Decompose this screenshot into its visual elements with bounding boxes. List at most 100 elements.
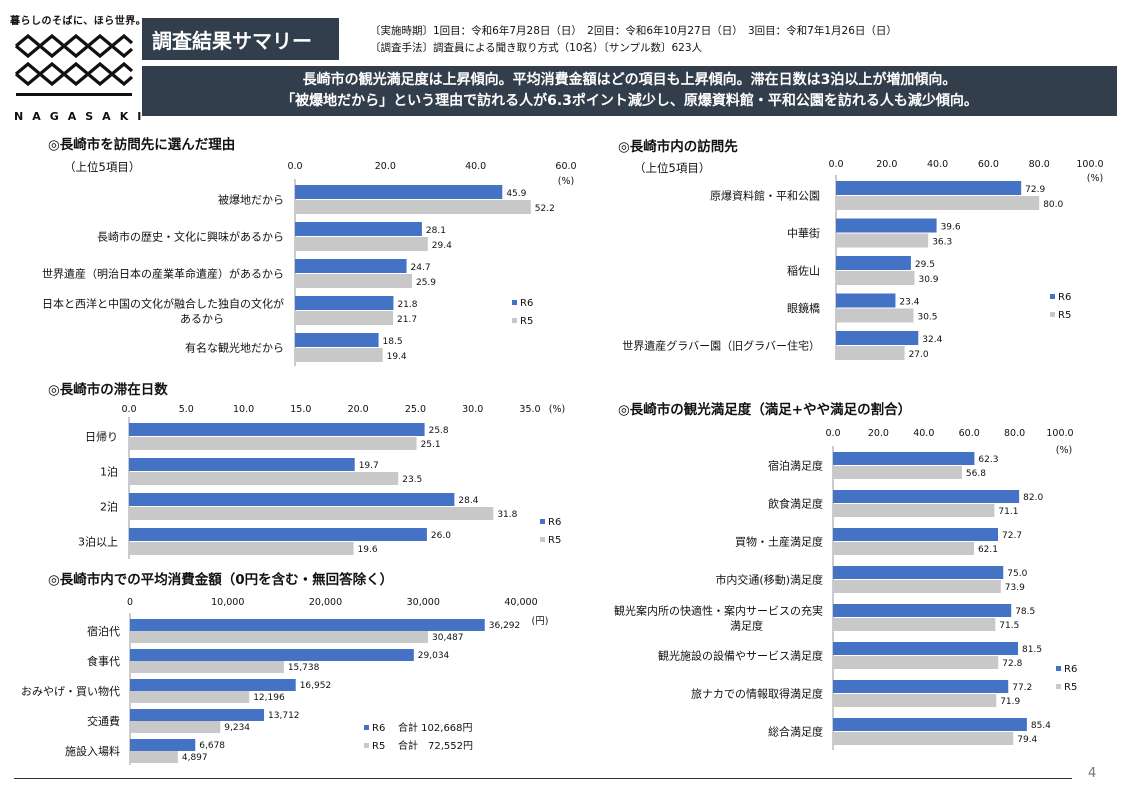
category-label: 宿泊満足度: [768, 459, 823, 473]
nagasaki-logo-icon: [14, 33, 134, 96]
r6-bar: [295, 259, 407, 273]
r6-value-label: 6,678: [199, 741, 225, 751]
category-label: 3泊以上: [78, 536, 118, 549]
r5-value-label: 79.4: [1017, 735, 1037, 745]
r5-bar: [833, 580, 1001, 593]
tick-label: 100.0: [1046, 428, 1073, 439]
destinations-subtitle: （上位5項目）: [634, 161, 711, 175]
category-label: 宿泊代: [87, 624, 120, 638]
legend-label-r5: R5: [520, 316, 533, 327]
r5-value-label: 71.5: [999, 621, 1019, 631]
r5-value-label: 29.4: [432, 241, 452, 251]
r6-value-label: 28.1: [426, 226, 446, 236]
r6-bar: [836, 331, 919, 345]
tick-label: 30.0: [462, 404, 483, 415]
legend-label-r5: R5: [372, 741, 385, 752]
r5-bar: [130, 751, 178, 763]
r5-bar: [833, 732, 1014, 745]
r6-value-label: 39.6: [941, 223, 961, 233]
r5-bar: [129, 542, 354, 555]
r6-value-label: 82.0: [1023, 493, 1043, 503]
r5-value-label: 27.0: [909, 350, 929, 360]
r5-value-label: 4,897: [182, 753, 208, 763]
summary-line-1: 長崎市の観光満足度は上昇傾向。平均消費金額はどの項目も上昇傾向。滞在日数は3泊以…: [302, 72, 957, 88]
category-label: 稲佐山: [787, 264, 820, 278]
tick-label: 25.0: [405, 404, 426, 415]
r5-bar: [130, 661, 284, 673]
r5-value-label: 15,738: [288, 663, 320, 673]
destinations-chart: 0.0 20.0 40.0 60.0 80.0 100.0 (%) 原爆資料館・平和公園 72.…: [622, 159, 1104, 360]
category-label: 長崎市の歴史・文化に興味があるから: [97, 230, 284, 244]
category-label: 飲食満足度: [768, 497, 823, 511]
category-label: 眼鏡橋: [787, 301, 820, 315]
footer-divider: [14, 778, 1072, 779]
category-label: 被爆地だから: [218, 193, 284, 207]
r6-bar: [295, 185, 503, 199]
r6-bar: [130, 709, 265, 721]
legend-label-r6: R6: [520, 298, 533, 309]
r6-value-label: 16,952: [300, 681, 332, 691]
category-label: 有名な観光地だから: [185, 341, 284, 355]
tick-label: 40.0: [913, 428, 934, 439]
r6-bar: [129, 528, 427, 541]
r5-bar: [130, 721, 221, 733]
r5-bar: [836, 346, 905, 360]
r6-value-label: 32.4: [922, 335, 942, 345]
category-label: 世界遺産（明治日本の産業革命遺産）があるから: [42, 267, 284, 281]
r6-bar: [129, 458, 355, 471]
category-label: おみやげ・買い物代: [21, 684, 120, 698]
unit-label: (%): [558, 176, 574, 187]
category-label: 世界遺産グラバー園（旧グラバー住宅）: [622, 339, 820, 353]
category-label-line: 日本と西洋と中国の文化が融合した独自の文化が: [42, 297, 284, 311]
category-label: 施設入場料: [65, 744, 120, 758]
r5-bar: [833, 618, 996, 631]
tick-label: 40,000: [504, 597, 537, 608]
tick-label: 0.0: [287, 161, 302, 172]
r6-value-label: 25.8: [429, 426, 449, 436]
r6-value-label: 77.2: [1012, 683, 1032, 693]
r6-value-label: 24.7: [411, 263, 431, 273]
tick-label: 20.0: [868, 428, 889, 439]
r6-bar: [833, 680, 1009, 693]
legend-swatch-r6: [540, 519, 545, 524]
stay-title: ◎長崎市の滞在日数: [48, 382, 168, 398]
tick-label: 80.0: [1029, 159, 1050, 170]
r5-bar: [833, 542, 974, 555]
reasons-subtitle: （上位5項目）: [64, 160, 141, 174]
r5-value-label: 12,196: [253, 693, 285, 703]
r6-value-label: 78.5: [1015, 607, 1035, 617]
tick-label: 80.0: [1004, 428, 1025, 439]
r5-value-label: 31.8: [497, 510, 517, 520]
tick-label: 30,000: [407, 597, 440, 608]
legend-swatch-r6: [512, 300, 517, 305]
r5-value-label: 30,487: [432, 633, 464, 643]
brand-tagline: 暮らしのそばに、ほら世界。: [10, 16, 147, 27]
r6-value-label: 29.5: [915, 260, 935, 270]
destinations-title: ◎長崎市内の訪問先: [618, 139, 738, 155]
r5-value-label: 21.7: [397, 315, 417, 325]
r5-bar: [833, 694, 997, 707]
r5-value-label: 19.4: [387, 352, 407, 362]
r5-value-label: 9,234: [224, 723, 250, 733]
r5-bar: [836, 271, 915, 285]
tick-label: 20.0: [375, 161, 396, 172]
r6-bar: [833, 490, 1020, 503]
summary-banner: 長崎市の観光満足度は上昇傾向。平均消費金額はどの項目も上昇傾向。滞在日数は3泊以…: [142, 66, 1117, 116]
r5-bar: [295, 200, 531, 214]
legend-swatch-r5: [540, 537, 545, 542]
brand-wordmark: NAGASAKI: [14, 110, 151, 123]
tick-label: 60.0: [959, 428, 980, 439]
r6-value-label: 85.4: [1031, 721, 1051, 731]
r6-value-label: 72.9: [1025, 185, 1045, 195]
r6-value-label: 36,292: [489, 621, 520, 631]
category-label: 買物・土産満足度: [735, 535, 823, 549]
r6-bar: [836, 218, 937, 233]
r5-bar: [129, 437, 417, 450]
tick-label: 0.0: [825, 428, 840, 439]
r6-bar: [833, 718, 1027, 731]
r6-bar: [130, 739, 196, 751]
r6-bar: [295, 333, 379, 347]
tick-label: 20.0: [876, 159, 897, 170]
r5-bar: [295, 348, 383, 362]
tick-label: 100.0: [1076, 159, 1103, 170]
